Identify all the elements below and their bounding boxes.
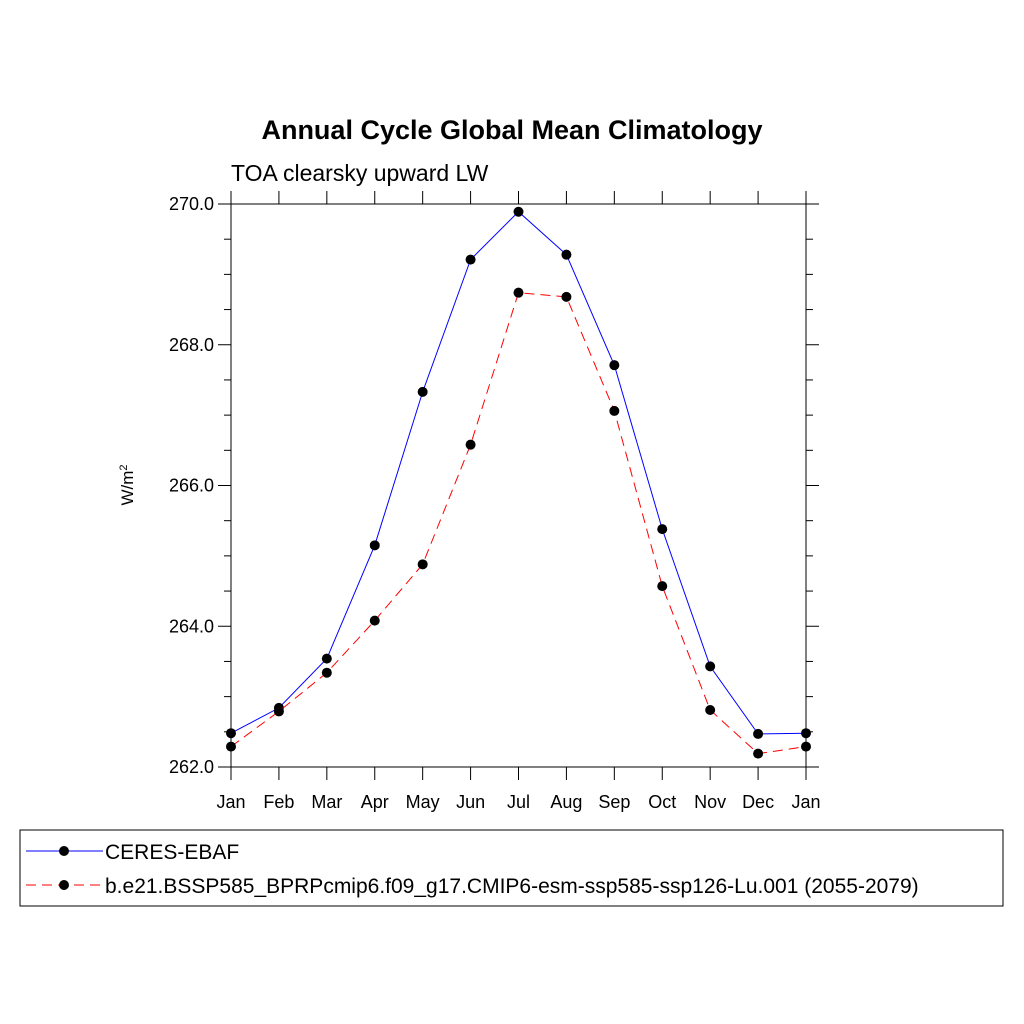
series-2-point	[657, 581, 668, 592]
legend-label-2: b.e21.BSSP585_BPRPcmip6.f09_g17.CMIP6-es…	[105, 875, 919, 898]
series-2-point	[226, 741, 236, 752]
y-tick-label: 270.0	[169, 194, 214, 214]
x-tick-label: Nov	[694, 792, 726, 812]
x-tick-label: Jul	[507, 792, 530, 812]
y-tick-label: 268.0	[169, 335, 214, 355]
series-2-point	[417, 559, 428, 570]
x-tick-label: May	[406, 792, 440, 812]
series-2-point	[321, 667, 332, 678]
y-tick-label: 262.0	[169, 757, 214, 777]
series-2-point	[801, 741, 811, 752]
x-tick-label: Jan	[791, 792, 820, 812]
series-1-point	[226, 728, 236, 739]
series-1-point	[369, 540, 380, 551]
series-1-point	[657, 524, 668, 535]
x-tick-label: Jun	[456, 792, 485, 812]
series-1-point	[321, 653, 332, 664]
x-tick-label: Apr	[361, 792, 389, 812]
series-1-point	[705, 661, 716, 672]
chart-subtitle: TOA clearsky upward LW	[231, 160, 489, 186]
x-tick-label: Feb	[263, 792, 294, 812]
legend-label-1: CERES-EBAF	[105, 841, 239, 864]
series-2-point	[561, 291, 572, 302]
x-tick-label: Jan	[216, 792, 245, 812]
series-1-point	[513, 206, 524, 217]
series-2-point	[465, 439, 476, 450]
legend-marker-2	[59, 880, 69, 890]
x-tick-label: Sep	[598, 792, 630, 812]
legend-marker-1	[59, 846, 69, 856]
series-2-point	[369, 615, 380, 626]
series-1-point	[561, 249, 572, 260]
series-2-point	[753, 748, 764, 759]
plot-area: Jan Feb Mar Apr May Jun Jul Aug Sep Oct Nov Dec Jan2…	[169, 191, 821, 812]
series-2-point	[705, 704, 716, 715]
legend-box	[19, 829, 1004, 907]
series-1-point	[465, 254, 476, 265]
series-1-point	[801, 728, 811, 739]
series-1-point	[609, 360, 620, 371]
x-tick-label: Aug	[550, 792, 582, 812]
x-tick-label: Dec	[742, 792, 774, 812]
series-2-point	[609, 405, 620, 416]
x-tick-label: Mar	[311, 792, 342, 812]
series-2-point	[273, 706, 284, 717]
chart-title: Annual Cycle Global Mean Climatology	[261, 115, 762, 145]
y-tick-label: 266.0	[169, 476, 214, 496]
legend: CERES-EBAF b.e21.BSSP585_BPRPcmip6.f09_g1…	[19, 829, 1004, 907]
series-1-point	[753, 728, 764, 739]
y-tick-label: 264.0	[169, 616, 214, 636]
y-axis-label: W/m2	[118, 464, 137, 505]
series-1-point	[417, 386, 428, 397]
series-2-point	[513, 287, 524, 298]
series-line-2	[230, 292, 807, 755]
x-tick-label: Oct	[648, 792, 676, 812]
